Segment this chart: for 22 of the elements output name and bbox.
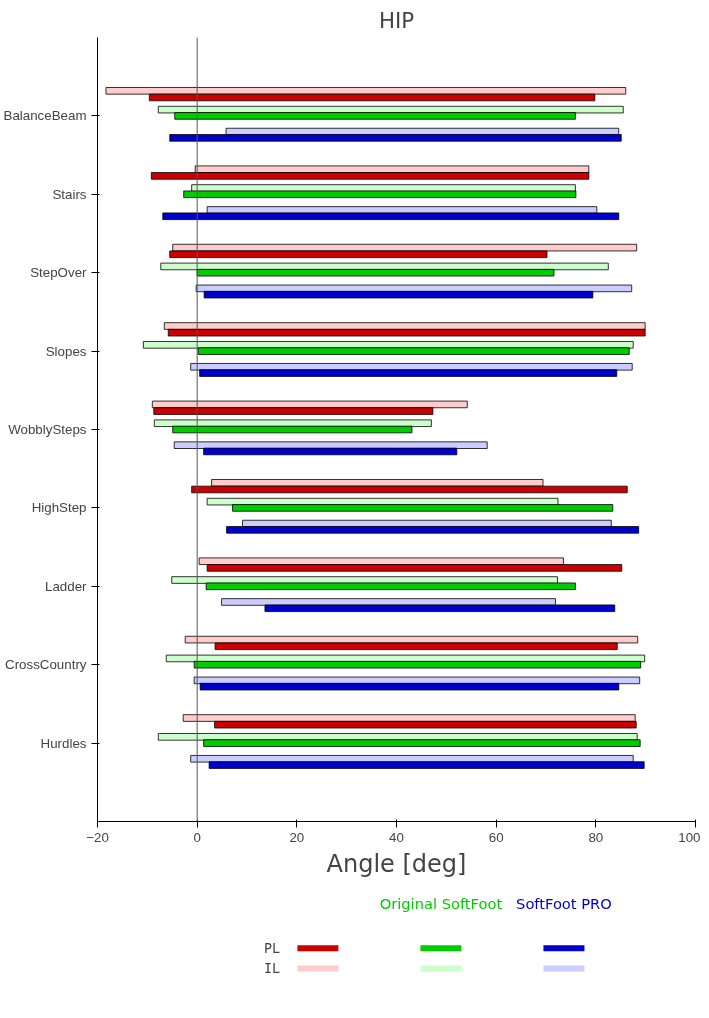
y-tick-label: WobblySteps: [8, 422, 87, 437]
y-tick-label: HighStep: [31, 500, 87, 516]
y-tick-label: Slopes: [45, 343, 87, 359]
y-tick-label: CrossCountry: [5, 657, 87, 673]
x-tick-label: 0: [193, 829, 201, 845]
y-tick-label: Stairs: [52, 186, 87, 202]
y-tick-label: Ladder: [45, 578, 88, 594]
legend-label: IL: [264, 961, 281, 977]
x-tick-label: −20: [86, 829, 109, 845]
x-tick-label: 60: [488, 829, 504, 845]
chart-title: HIP: [378, 7, 415, 33]
y-tick-label: BalanceBeam: [3, 108, 87, 124]
x-tick-label: 100: [678, 829, 701, 845]
x-axis-title: Angle [deg]: [326, 849, 467, 878]
y-tick-label: Hurdles: [40, 735, 87, 751]
y-tick-label: StepOver: [30, 265, 88, 281]
x-tick-label: 20: [289, 829, 305, 845]
legend-label: PL: [264, 940, 281, 956]
text: Original SoftFoot: [379, 895, 503, 913]
x-tick-label: 80: [588, 829, 604, 845]
text: SoftFoot PRO: [516, 895, 612, 913]
x-tick-label: 40: [389, 829, 404, 845]
